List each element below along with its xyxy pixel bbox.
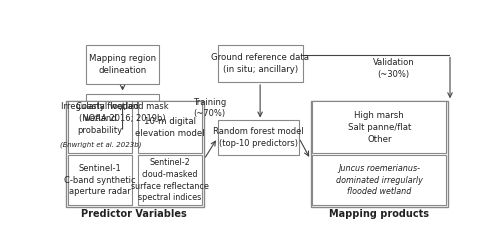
Bar [66, 101, 204, 207]
Bar [86, 94, 160, 132]
Text: Mapping products: Mapping products [330, 209, 430, 219]
Text: Ground reference data
(in situ; ancillary): Ground reference data (in situ; ancillar… [211, 53, 309, 74]
Bar [218, 46, 303, 82]
Bar [86, 46, 160, 84]
Bar [310, 101, 448, 207]
Text: Juncus roemerianus-
dominated irregularly
flooded wetland: Juncus roemerianus- dominated irregularl… [336, 164, 422, 196]
Text: Training
(~70%): Training (~70%) [193, 98, 226, 118]
Text: Mapping region
delineation: Mapping region delineation [89, 54, 156, 75]
Text: Coastal wetland mask
(NOAA 2016; 2019b): Coastal wetland mask (NOAA 2016; 2019b) [76, 102, 169, 123]
Text: Irregularly flooded
wetland
probability: Irregularly flooded wetland probability [62, 102, 139, 135]
Text: Sentinel-1
C-band synthetic
aperture radar: Sentinel-1 C-band synthetic aperture rad… [64, 164, 136, 196]
Bar [68, 101, 132, 153]
Bar [138, 155, 202, 205]
Bar [68, 155, 132, 205]
Bar [312, 155, 446, 205]
Text: Sentinel-2
cloud-masked
surface reflectance
spectral indices: Sentinel-2 cloud-masked surface reflecta… [131, 158, 209, 202]
Text: Random forest model
(top-10 predictors): Random forest model (top-10 predictors) [213, 128, 304, 148]
Bar [138, 101, 202, 153]
Text: Predictor Variables: Predictor Variables [80, 209, 186, 219]
Bar [312, 101, 446, 153]
Text: (Enwright et al. 2023b): (Enwright et al. 2023b) [60, 141, 141, 148]
Text: Validation
(~30%): Validation (~30%) [373, 58, 414, 79]
Bar [218, 120, 299, 155]
Text: High marsh
Salt panne/flat
Other: High marsh Salt panne/flat Other [348, 111, 411, 144]
Text: 10-m digital
elevation model: 10-m digital elevation model [135, 117, 205, 138]
